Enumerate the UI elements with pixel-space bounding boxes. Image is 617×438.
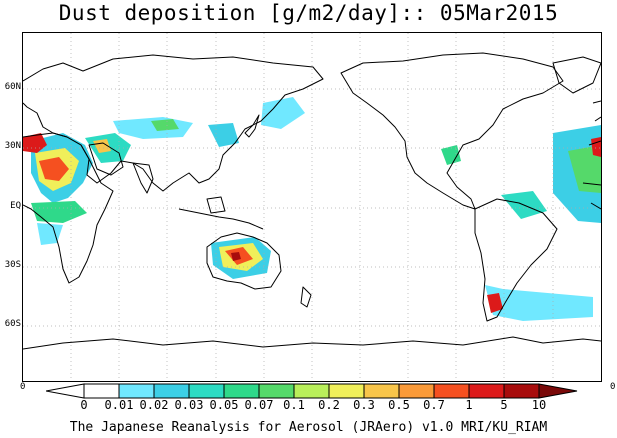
map-canvas bbox=[23, 33, 601, 381]
world-map bbox=[22, 32, 602, 382]
colorbar-box bbox=[468, 383, 505, 399]
colorbar-tick-label: 0.02 bbox=[139, 398, 169, 412]
lat-label-60n: 60N bbox=[4, 82, 21, 92]
dust-sahara-core bbox=[39, 157, 69, 181]
lat-label-60s: 60S bbox=[4, 319, 21, 329]
colorbar-arrow-low bbox=[46, 383, 85, 399]
colorbar-box bbox=[258, 383, 295, 399]
coastlines bbox=[23, 52, 601, 350]
edge-label-left: 0 bbox=[20, 382, 26, 392]
dust-patagonia bbox=[485, 285, 593, 321]
colorbar-tick-label: 10 bbox=[531, 398, 547, 412]
dust-central-asia bbox=[113, 117, 193, 139]
colorbar-tick-label: 0.2 bbox=[318, 398, 340, 412]
colorbar-box bbox=[83, 383, 120, 399]
coast-greenland bbox=[552, 56, 601, 94]
coast-south-america bbox=[474, 198, 558, 322]
footer-credit: The Japanese Reanalysis for Aerosol (JRA… bbox=[69, 420, 548, 435]
edge-label-right: 0 bbox=[610, 382, 616, 392]
graticule bbox=[23, 33, 601, 381]
colorbar-tick-label: 0.3 bbox=[353, 398, 375, 412]
map-title: Dust deposition [g/m2/day]:: 05Mar2015 bbox=[58, 1, 559, 25]
colorbar-box bbox=[328, 383, 365, 399]
coast-newzealand bbox=[300, 286, 312, 308]
coast-europe-right bbox=[592, 100, 601, 122]
colorbar-box bbox=[433, 383, 470, 399]
lat-label-eq: EQ bbox=[10, 201, 21, 211]
colorbar-tick-label: 0.5 bbox=[388, 398, 410, 412]
coast-africa-right bbox=[582, 140, 601, 210]
colorbar-box bbox=[293, 383, 330, 399]
colorbar-tick-label: 0.1 bbox=[283, 398, 305, 412]
dust-pacific-plume bbox=[261, 97, 305, 129]
dust-taklimakan bbox=[151, 119, 179, 131]
coast-north-america bbox=[340, 52, 564, 210]
coast-japan bbox=[244, 114, 260, 138]
colorbar bbox=[46, 383, 578, 399]
dust-sahel bbox=[31, 201, 87, 223]
coast-africa bbox=[23, 132, 114, 284]
colorbar-labels: 0 0.01 0.02 0.03 0.05 0.07 0.1 0.2 0.3 0.5 0.7 1 5 10 bbox=[46, 398, 606, 412]
dust-atlantic-inner bbox=[568, 145, 601, 193]
lat-label-30s: 30S bbox=[4, 260, 21, 270]
colorbar-box bbox=[118, 383, 155, 399]
colorbar-box bbox=[398, 383, 435, 399]
dust-patagonia-core bbox=[487, 293, 503, 313]
coast-arabia bbox=[88, 142, 124, 176]
dust-arabia-inner bbox=[93, 139, 111, 153]
colorbar-tick-label: 0.05 bbox=[209, 398, 239, 412]
coast-borneo bbox=[206, 196, 226, 214]
dust-australia-max bbox=[231, 252, 241, 261]
colorbar-tick-label: 0.07 bbox=[244, 398, 274, 412]
coast-india bbox=[132, 162, 154, 194]
colorbar-tick-label: 0 bbox=[80, 398, 88, 412]
dust-west-africa bbox=[37, 223, 63, 245]
colorbar-tick-label: 0.01 bbox=[104, 398, 134, 412]
colorbar-box bbox=[363, 383, 400, 399]
coast-antarctica bbox=[23, 336, 601, 350]
coast-australia bbox=[206, 232, 282, 290]
dust-sahara-max bbox=[23, 133, 47, 153]
colorbar-box bbox=[503, 383, 540, 399]
dust-shading bbox=[23, 97, 601, 321]
colorbar-arrow-high bbox=[538, 383, 578, 399]
coast-indonesia bbox=[178, 208, 264, 230]
colorbar-tick-label: 0.03 bbox=[174, 398, 204, 412]
colorbar-tick-label: 0.7 bbox=[423, 398, 445, 412]
lat-label-30n: 30N bbox=[4, 141, 21, 151]
colorbar-box bbox=[153, 383, 190, 399]
colorbar-tick-label: 1 bbox=[465, 398, 473, 412]
colorbar-box bbox=[223, 383, 260, 399]
colorbar-tick-label: 5 bbox=[500, 398, 508, 412]
colorbar-box bbox=[188, 383, 225, 399]
